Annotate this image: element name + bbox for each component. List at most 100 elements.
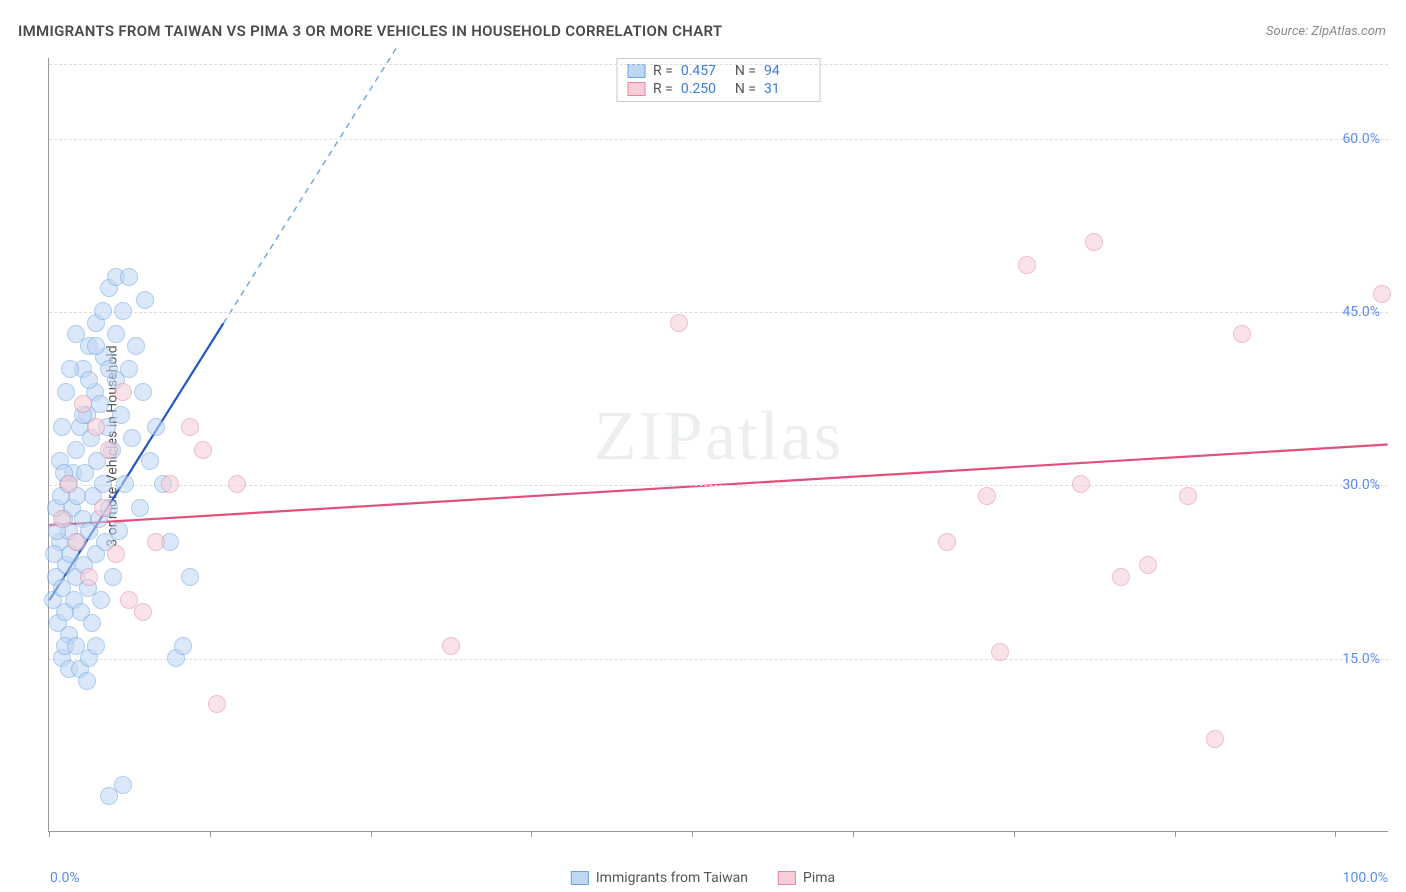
point-pima	[1085, 233, 1103, 251]
y-tick-label: 60.0%	[1342, 131, 1380, 147]
point-taiwan	[127, 337, 145, 355]
point-taiwan	[67, 441, 85, 459]
point-taiwan	[57, 383, 75, 401]
watermark: ZIPatlas	[594, 397, 843, 477]
point-taiwan	[87, 637, 105, 655]
legend-swatch	[571, 871, 589, 885]
point-taiwan	[78, 672, 96, 690]
x-tick	[692, 831, 693, 837]
legend-swatch	[778, 871, 796, 885]
point-pima	[208, 695, 226, 713]
x-tick	[210, 831, 211, 837]
legend-swatch	[627, 82, 645, 96]
point-pima	[80, 568, 98, 586]
point-taiwan	[112, 406, 130, 424]
point-pima	[107, 545, 125, 563]
point-taiwan	[107, 325, 125, 343]
gridline	[49, 64, 1388, 65]
source-label: Source: ZipAtlas.com	[1266, 24, 1386, 39]
stat-n-value: 94	[764, 63, 810, 79]
point-pima	[1233, 325, 1251, 343]
point-pima	[94, 499, 112, 517]
stat-r-label: R =	[653, 63, 673, 79]
x-axis-min-label: 0.0%	[50, 870, 80, 886]
point-pima	[87, 418, 105, 436]
x-tick	[1335, 831, 1336, 837]
point-taiwan	[120, 268, 138, 286]
series-legend-label: Immigrants from Taiwan	[596, 870, 748, 886]
y-tick-label: 45.0%	[1342, 304, 1380, 320]
point-taiwan	[181, 568, 199, 586]
point-taiwan	[174, 637, 192, 655]
point-taiwan	[94, 475, 112, 493]
series-legend-item: Immigrants from Taiwan	[571, 870, 748, 886]
y-tick-label: 30.0%	[1342, 477, 1380, 493]
y-tick-label: 15.0%	[1342, 651, 1380, 667]
point-pima	[1179, 487, 1197, 505]
chart-title: IMMIGRANTS FROM TAIWAN VS PIMA 3 OR MORE…	[18, 22, 722, 40]
point-pima	[670, 314, 688, 332]
point-taiwan	[53, 418, 71, 436]
point-pima	[1072, 475, 1090, 493]
point-taiwan	[45, 545, 63, 563]
point-taiwan	[100, 360, 118, 378]
gridline	[49, 312, 1388, 313]
point-taiwan	[94, 302, 112, 320]
point-taiwan	[116, 475, 134, 493]
gridline	[49, 139, 1388, 140]
stat-r-value: 0.250	[681, 81, 727, 97]
series-legend-label: Pima	[803, 870, 835, 886]
point-pima	[161, 475, 179, 493]
stat-n-value: 31	[764, 81, 810, 97]
point-taiwan	[120, 360, 138, 378]
point-taiwan	[131, 499, 149, 517]
point-pima	[1112, 568, 1130, 586]
point-taiwan	[110, 522, 128, 540]
point-pima	[442, 637, 460, 655]
point-taiwan	[61, 360, 79, 378]
stat-n-label: N =	[735, 81, 756, 97]
point-taiwan	[141, 452, 159, 470]
point-pima	[53, 510, 71, 528]
point-pima	[1018, 256, 1036, 274]
x-tick	[49, 831, 50, 837]
trend-lines	[49, 58, 1388, 831]
point-pima	[194, 441, 212, 459]
point-taiwan	[91, 395, 109, 413]
point-pima	[228, 475, 246, 493]
x-axis-max-label: 100.0%	[1343, 870, 1388, 886]
point-pima	[114, 383, 132, 401]
legend-swatch	[627, 64, 645, 78]
point-taiwan	[80, 371, 98, 389]
series-legend-item: Pima	[778, 870, 835, 886]
series-legend: Immigrants from Taiwan Pima	[571, 870, 835, 886]
point-pima	[60, 475, 78, 493]
point-taiwan	[114, 776, 132, 794]
point-taiwan	[104, 568, 122, 586]
stats-legend-row: R = 0.250 N = 31	[627, 80, 810, 98]
x-tick	[1014, 831, 1015, 837]
point-pima	[991, 643, 1009, 661]
x-tick	[1175, 831, 1176, 837]
stat-r-label: R =	[653, 81, 673, 97]
point-pima	[67, 533, 85, 551]
point-taiwan	[134, 383, 152, 401]
point-taiwan	[114, 302, 132, 320]
point-pima	[181, 418, 199, 436]
point-taiwan	[92, 591, 110, 609]
point-pima	[1139, 556, 1157, 574]
point-taiwan	[136, 291, 154, 309]
x-tick	[853, 831, 854, 837]
gridline	[49, 659, 1388, 660]
stat-n-label: N =	[735, 63, 756, 79]
plot-area: ZIPatlas R =0.457N =94R =0.250N =31 15.0…	[48, 58, 1388, 832]
x-tick	[531, 831, 532, 837]
point-pima	[1373, 285, 1391, 303]
point-taiwan	[83, 614, 101, 632]
point-taiwan	[87, 337, 105, 355]
point-pima	[147, 533, 165, 551]
point-taiwan	[147, 418, 165, 436]
point-pima	[1206, 730, 1224, 748]
point-pima	[978, 487, 996, 505]
point-pima	[74, 395, 92, 413]
